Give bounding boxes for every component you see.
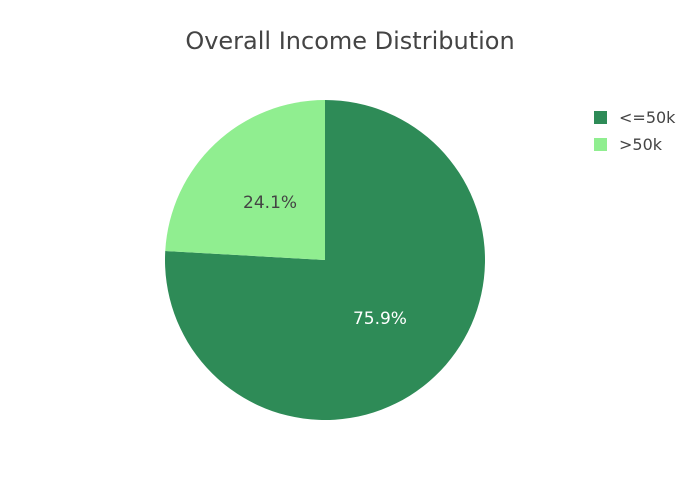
legend-item-2[interactable]: >50k — [594, 135, 663, 154]
legend: <=50k >50k — [594, 108, 676, 154]
legend-label-1: <=50k — [619, 108, 676, 127]
pie-slice-label-2: 24.1% — [243, 193, 297, 213]
legend-swatch-1 — [594, 111, 607, 124]
legend-item-1[interactable]: <=50k — [594, 108, 676, 127]
pie-slice-label-1: 75.9% — [353, 309, 407, 329]
pie-slice-2[interactable] — [165, 100, 325, 260]
legend-label-2: >50k — [619, 135, 663, 154]
legend-swatch-2 — [594, 138, 607, 151]
pie-slice-labels: 75.9% 24.1% — [243, 193, 407, 329]
chart-title: Overall Income Distribution — [185, 27, 514, 55]
pie-slices — [165, 100, 485, 421]
